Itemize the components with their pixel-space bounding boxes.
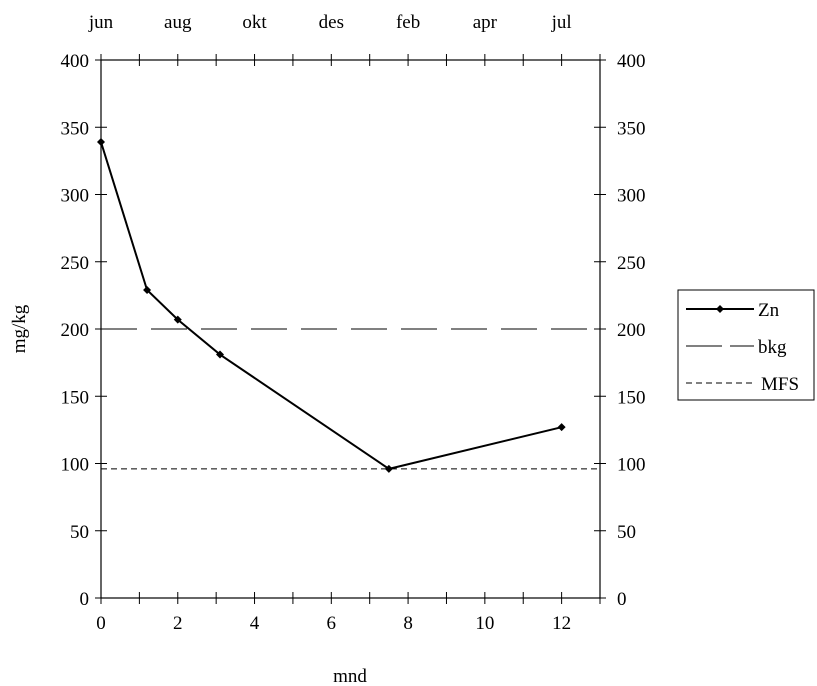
x-tick-label: 4 — [250, 613, 260, 634]
y-tick-label-right: 150 — [617, 387, 646, 408]
x-tick-label: 12 — [552, 613, 571, 634]
zn-point — [384, 464, 393, 473]
y-tick-label: 150 — [61, 387, 90, 408]
zn-line — [100, 141, 562, 470]
x-tick-label: 8 — [403, 613, 413, 634]
y-tick-label-right: 200 — [617, 320, 646, 341]
x-top-tick-label: feb — [396, 12, 420, 33]
reference-lines — [101, 328, 600, 470]
x-axis-title: mnd — [333, 666, 367, 686]
legend-mfs-label: MFS — [761, 374, 799, 395]
y-tick-label-right: 50 — [617, 522, 636, 543]
x-top-tick-label: apr — [473, 12, 498, 33]
x-tick-label: 0 — [96, 613, 106, 634]
legend-zn-marker — [716, 305, 724, 313]
y-tick-label-right: 250 — [617, 253, 646, 274]
y-tick-label-right: 0 — [617, 589, 627, 610]
y-tick-label: 200 — [61, 320, 90, 341]
y-tick-label: 300 — [61, 186, 90, 207]
x-top-tick-label: des — [319, 12, 344, 33]
zn-point — [557, 423, 566, 432]
y-tick-label: 400 — [61, 51, 90, 72]
y-tick-label: 100 — [61, 455, 90, 476]
y-tick-label: 0 — [80, 589, 90, 610]
y-tick-label: 350 — [61, 118, 90, 139]
zn-point — [97, 138, 105, 147]
series-zn — [97, 138, 566, 473]
zn-point — [173, 315, 182, 324]
x-axis-top: jun aug okt des feb apr jul — [88, 12, 601, 66]
x-tick-label: 6 — [327, 613, 337, 634]
x-tick-label: 10 — [475, 613, 494, 634]
legend-bkg-label: bkg — [758, 337, 787, 358]
y-tick-label: 50 — [70, 522, 89, 543]
y-tick-label-right: 350 — [617, 118, 646, 139]
y-tick-label: 250 — [61, 253, 90, 274]
y-tick-label-right: 100 — [617, 455, 646, 476]
zn-point — [143, 285, 152, 294]
y-tick-label-right: 300 — [617, 186, 646, 207]
x-top-tick-label: jul — [551, 12, 572, 33]
x-tick-label: 2 — [173, 613, 183, 634]
x-axis-bottom: 0 2 4 6 8 10 12 — [96, 592, 601, 634]
legend-zn-label: Zn — [758, 300, 780, 321]
x-top-tick-label: okt — [242, 12, 267, 33]
y-axis-right: 0 50 100 150 200 250 300 350 400 — [594, 51, 646, 610]
y-axis-title: mg/kg — [9, 304, 30, 353]
legend: Zn bkg MFS — [677, 289, 815, 401]
x-top-tick-label: jun — [88, 12, 114, 33]
zn-point — [215, 350, 224, 359]
x-top-tick-label: aug — [164, 12, 192, 33]
y-axis-left: 0 50 100 150 200 250 300 350 400 — [61, 51, 107, 610]
y-tick-label-right: 400 — [617, 51, 646, 72]
